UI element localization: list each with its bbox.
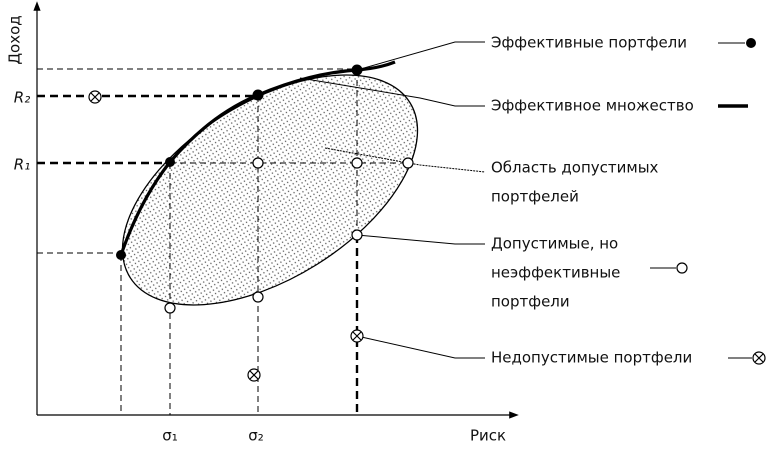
axes xyxy=(33,1,519,419)
legend-label: Недопустимые портфели xyxy=(491,349,692,367)
legend-label: Область допустимых xyxy=(491,159,659,177)
legend-label: портфелей xyxy=(491,188,579,206)
legend-markers xyxy=(650,38,766,365)
legend-label: Эффективные портфели xyxy=(491,34,687,52)
x-tick-label: σ₂ xyxy=(248,427,264,445)
x-axis-label: Риск xyxy=(470,427,506,445)
leader-lines xyxy=(299,41,486,359)
legend: Эффективные портфели Эффективное множеств… xyxy=(491,34,694,367)
legend-label: Допустимые, но xyxy=(491,235,618,253)
legend-label: портфели xyxy=(491,293,570,311)
y-axis-label: Доход xyxy=(6,15,24,64)
y-tick-label: R₂ xyxy=(14,89,30,107)
x-tick-label: σ₁ xyxy=(162,427,178,445)
legend-label: неэффективные xyxy=(491,264,620,282)
y-tick-label: R₁ xyxy=(14,156,30,174)
guide-lines xyxy=(37,68,408,415)
points xyxy=(88,64,414,382)
legend-label: Эффективное множество xyxy=(491,97,694,115)
feasible-region xyxy=(121,74,419,306)
